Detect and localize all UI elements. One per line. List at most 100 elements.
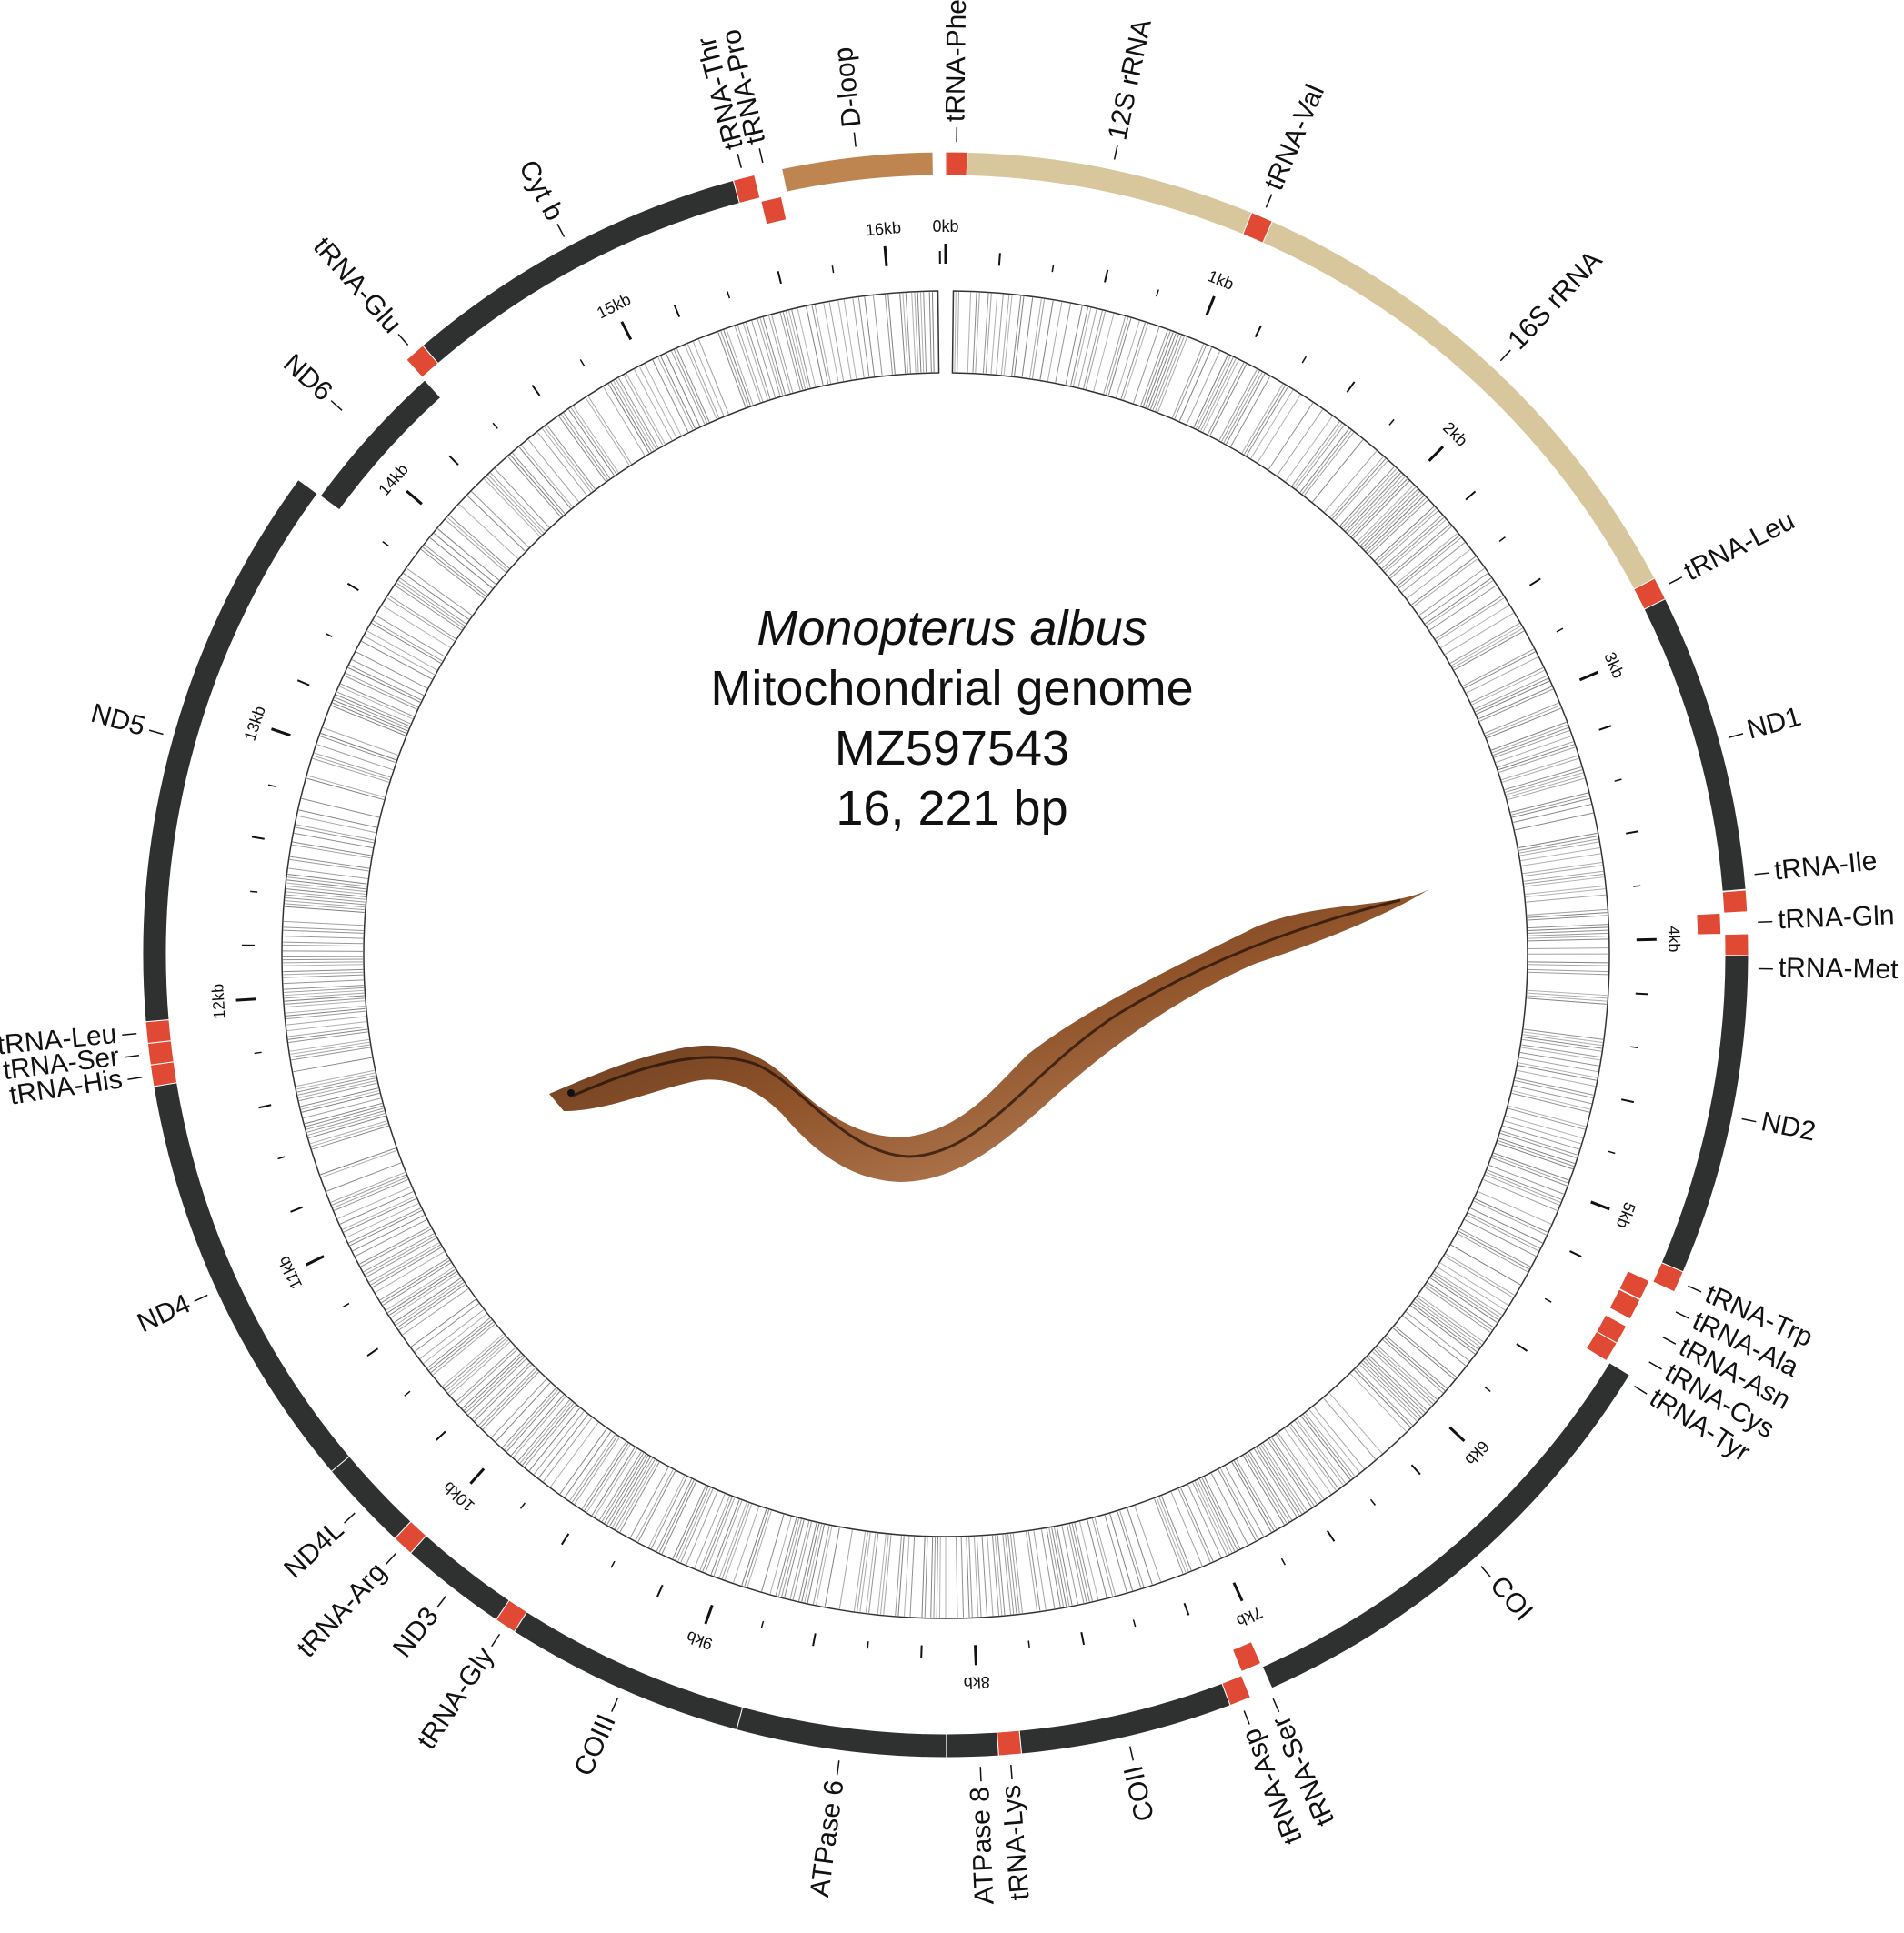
tick-label: 11kb	[275, 1253, 306, 1292]
gc-track-line	[1476, 680, 1550, 715]
gc-track-line	[1231, 1462, 1272, 1533]
gc-track-line	[1459, 1228, 1531, 1267]
gc-track-line	[1303, 1414, 1353, 1478]
gc-track-line	[283, 958, 364, 961]
gc-track-line	[1475, 677, 1548, 713]
gc-track-line	[1385, 519, 1447, 573]
gc-track-line	[720, 331, 749, 407]
minor-tick	[342, 1302, 350, 1308]
gc-track-line	[1219, 1467, 1259, 1540]
label-leader	[1113, 145, 1118, 160]
gc-track-line	[1502, 757, 1579, 783]
gc-track-line	[1083, 310, 1103, 389]
gc-track-line	[1521, 1044, 1601, 1058]
gc-track-line	[284, 987, 365, 993]
gc-track-line	[1527, 989, 1608, 997]
minor-tick	[1254, 325, 1262, 338]
gc-track-line	[396, 582, 464, 629]
gc-track-line	[1003, 295, 1013, 376]
gc-track-line	[966, 1537, 970, 1618]
gc-track-line	[1127, 1507, 1153, 1585]
gc-track-line	[801, 1523, 820, 1602]
eel-stripe	[572, 898, 1401, 1158]
gc-track-line	[1002, 1534, 1012, 1615]
minor-tick	[531, 385, 541, 396]
gc-track-line	[290, 1041, 370, 1055]
gc-track-line	[1422, 573, 1488, 620]
gc-track-line	[1054, 1527, 1070, 1607]
gc-track-line	[824, 1527, 840, 1607]
gc-track-line	[591, 1447, 636, 1516]
gc-track-line	[1300, 1416, 1351, 1480]
gc-track-line	[1366, 495, 1425, 552]
gc-track-line	[897, 1536, 905, 1617]
gc-track-line	[285, 894, 366, 903]
label-leader	[127, 1077, 143, 1080]
feature-label: ND4	[133, 1288, 195, 1338]
gc-track-line	[1492, 724, 1568, 754]
gc-track-line	[1046, 1528, 1061, 1608]
label-leader	[386, 1553, 396, 1565]
gc-track-line	[1519, 1052, 1599, 1067]
gc-track-line	[410, 1298, 476, 1347]
gc-track-line	[1178, 347, 1213, 422]
gc-track-line	[364, 636, 436, 676]
gc-track-line	[859, 1532, 871, 1612]
gc-track-line	[343, 1197, 417, 1233]
gc-track-line	[390, 1273, 458, 1318]
gc-track-line	[1528, 964, 1608, 966]
feature-trna-tyr	[1585, 1330, 1618, 1362]
gc-track-line	[1386, 1336, 1448, 1389]
gc-track-line	[298, 1082, 377, 1102]
gc-track-line	[1478, 686, 1552, 720]
gc-track-line	[1091, 1518, 1114, 1597]
gc-track-line	[286, 891, 366, 900]
gc-track-line	[1518, 1065, 1597, 1081]
gc-track-line	[768, 315, 791, 394]
tick-label: 13kb	[241, 704, 269, 743]
label-leader	[1729, 733, 1744, 738]
minor-tick	[325, 632, 333, 638]
gc-track-line	[1262, 1443, 1308, 1511]
gc-track-line	[1142, 331, 1171, 407]
gc-track-line	[466, 1357, 525, 1413]
gc-track-line	[494, 468, 550, 528]
gc-track-line	[320, 733, 396, 761]
feature-label: 12S rRNA	[1103, 16, 1157, 143]
gc-track-line	[1402, 1316, 1467, 1367]
gc-track-line	[1462, 648, 1535, 686]
gc-track-line	[359, 1226, 431, 1265]
gc-track-line	[306, 1110, 385, 1133]
gc-track-line	[1508, 1107, 1586, 1130]
gc-track-line	[1473, 1200, 1547, 1236]
gc-track-line	[546, 425, 596, 490]
gc-track-line	[1527, 915, 1608, 921]
feature-trna-thr	[732, 174, 761, 205]
gc-track-line	[1005, 1534, 1015, 1615]
label-leader	[1243, 1710, 1250, 1725]
gc-track-line	[399, 577, 466, 625]
gc-track-line	[675, 1487, 709, 1560]
gc-track-line	[1267, 1440, 1312, 1508]
gc-track-line	[1025, 1531, 1038, 1612]
gc-track-line	[584, 1443, 629, 1511]
feature-trna-gln	[1696, 912, 1722, 936]
minor-tick	[448, 455, 459, 466]
gc-track-line	[1528, 947, 1608, 950]
gc-track-line	[604, 1454, 646, 1524]
gc-track-line	[510, 1394, 565, 1457]
eel-illustration	[549, 889, 1429, 1182]
gc-track-line	[652, 359, 689, 433]
label-leader	[1499, 349, 1511, 362]
gc-track-line	[518, 446, 572, 509]
gc-track-line	[666, 353, 701, 426]
label-leader	[122, 1032, 137, 1036]
gc-track-line	[1031, 299, 1046, 379]
gc-track-line	[1271, 1437, 1318, 1505]
gc-track-line	[982, 293, 989, 374]
gc-track-line	[726, 328, 754, 406]
gc-track-line	[484, 478, 541, 537]
gc-track-line	[1230, 376, 1271, 447]
minor-tick	[812, 1633, 817, 1647]
gc-track-line	[1523, 1028, 1604, 1040]
